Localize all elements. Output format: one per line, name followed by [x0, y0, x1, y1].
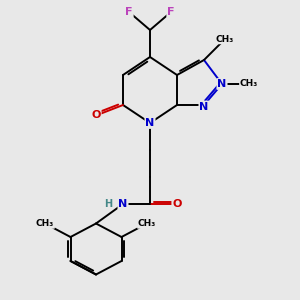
Text: F: F: [167, 7, 175, 17]
Text: N: N: [146, 118, 154, 128]
Text: CH₃: CH₃: [36, 219, 54, 228]
Text: CH₃: CH₃: [138, 219, 156, 228]
Text: O: O: [172, 199, 182, 209]
Text: N: N: [218, 79, 226, 89]
Text: O: O: [91, 110, 101, 121]
Text: N: N: [200, 101, 208, 112]
Text: N: N: [118, 199, 127, 209]
Text: F: F: [125, 7, 133, 17]
Text: CH₃: CH₃: [240, 80, 258, 88]
Text: H: H: [104, 199, 112, 209]
Text: CH₃: CH₃: [216, 34, 234, 43]
